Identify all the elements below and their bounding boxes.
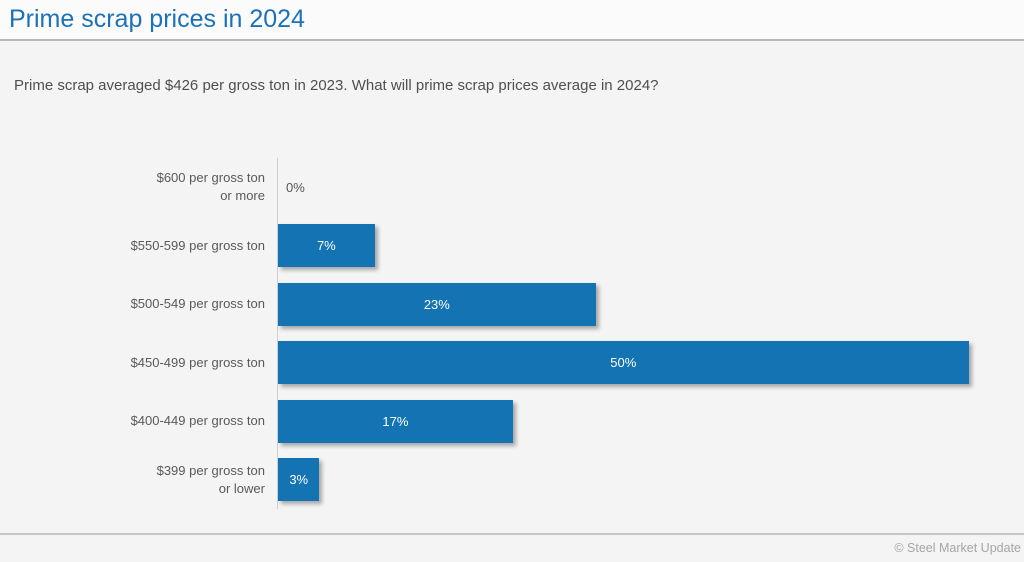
chart-row: $600 per gross ton or more 0% <box>0 158 1024 217</box>
value-label: 3% <box>289 472 309 488</box>
plot-area: 17% <box>277 392 1010 451</box>
chart-subtitle: Prime scrap averaged $426 per gross ton … <box>14 77 659 94</box>
chart-row: $450-499 per gross ton 50% <box>0 333 1024 392</box>
bar: 17% <box>278 399 513 443</box>
plot-area: 7% <box>277 216 1010 275</box>
title-divider <box>0 39 1024 41</box>
plot-area: 0% <box>277 158 1010 217</box>
footer-divider <box>0 533 1024 535</box>
chart-row: $400-449 per gross ton 17% <box>0 392 1024 451</box>
bar: 50% <box>278 341 969 385</box>
bar: 3% <box>278 458 320 502</box>
plot-area: 23% <box>277 275 1010 334</box>
plot-area: 3% <box>277 450 1010 509</box>
category-label: $500-549 per gross ton <box>130 296 265 312</box>
chart-row: $399 per gross ton or lower 3% <box>0 450 1024 509</box>
category-label: $399 per gross ton or lower <box>156 462 265 496</box>
value-label: 23% <box>423 296 450 312</box>
category-label: $600 per gross ton or more <box>156 170 265 204</box>
value-label: 50% <box>610 355 637 371</box>
plot-area: 50% <box>277 333 1010 392</box>
bar: 23% <box>278 282 596 326</box>
value-label: 0% <box>286 179 305 195</box>
category-label: $550-599 per gross ton <box>130 237 265 253</box>
header: Prime scrap prices in 2024 <box>0 0 1024 41</box>
chart-row: $500-549 per gross ton 23% <box>0 275 1024 334</box>
value-label: 7% <box>316 238 336 254</box>
category-label: $400-449 per gross ton <box>130 413 265 429</box>
category-label: $450-499 per gross ton <box>130 354 265 370</box>
bar-chart: $600 per gross ton or more 0% $550-599 p… <box>0 158 1024 509</box>
value-label: 17% <box>382 413 409 429</box>
bar: 7% <box>278 224 375 268</box>
copyright-label: © Steel Market Update <box>894 541 1021 555</box>
page-title: Prime scrap prices in 2024 <box>9 5 305 33</box>
chart-row: $550-599 per gross ton 7% <box>0 216 1024 275</box>
